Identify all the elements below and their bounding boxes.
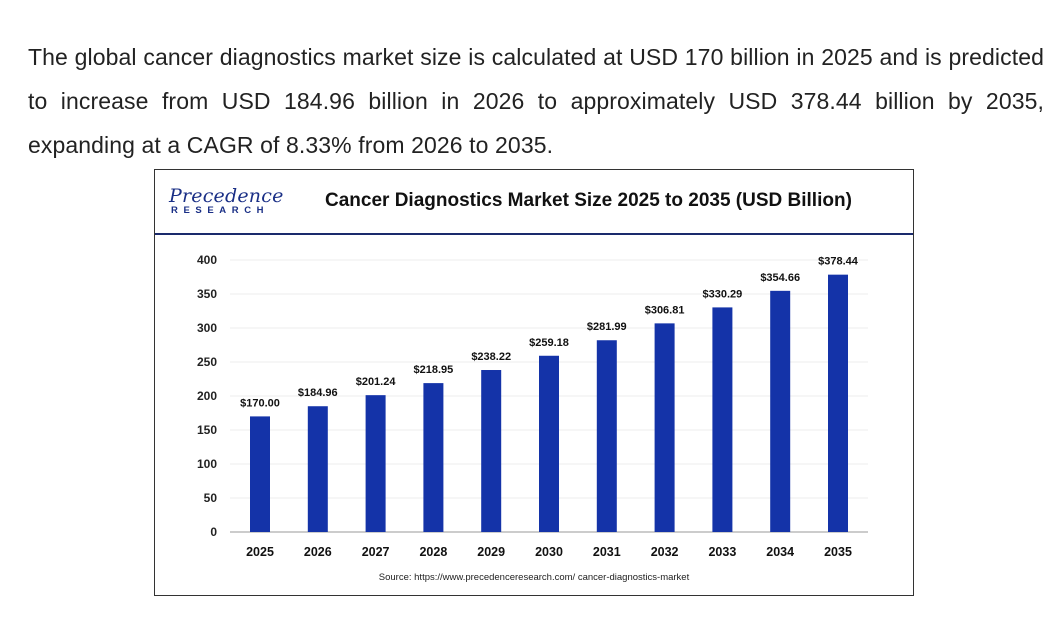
chart-header: Precedence RESEARCH Cancer Diagnostics M… bbox=[155, 170, 913, 235]
bar-data-label: $354.66 bbox=[760, 272, 800, 284]
bar-data-label: $184.96 bbox=[298, 387, 338, 399]
bar-data-label: $238.22 bbox=[471, 351, 511, 363]
bar-data-label: $259.18 bbox=[529, 337, 569, 349]
precedence-research-logo: Precedence RESEARCH bbox=[169, 186, 289, 218]
x-tick-label: 2032 bbox=[651, 545, 679, 559]
bar-data-label: $281.99 bbox=[587, 321, 627, 333]
x-tick-label: 2030 bbox=[535, 545, 563, 559]
chart-source: Source: https://www.precedenceresearch.c… bbox=[378, 572, 690, 583]
intro-paragraph: The global cancer diagnostics market siz… bbox=[28, 44, 1044, 158]
y-tick-label: 0 bbox=[210, 525, 217, 539]
y-tick-label: 100 bbox=[197, 457, 217, 471]
bar bbox=[828, 274, 848, 532]
bar-data-label: $170.00 bbox=[240, 397, 280, 409]
bar bbox=[481, 370, 502, 532]
x-tick-label: 2029 bbox=[477, 545, 505, 559]
x-tick-label: 2028 bbox=[419, 545, 447, 559]
y-tick-label: 350 bbox=[197, 287, 217, 301]
logo-wordmark: Precedence bbox=[169, 185, 284, 207]
bar bbox=[770, 290, 791, 532]
bar bbox=[596, 340, 617, 532]
chart-title: Cancer Diagnostics Market Size 2025 to 2… bbox=[325, 190, 852, 211]
y-tick-label: 250 bbox=[197, 355, 217, 369]
bar-data-label: $201.24 bbox=[356, 376, 397, 388]
x-tick-label: 2027 bbox=[362, 545, 390, 559]
bar-data-label: $306.81 bbox=[645, 304, 685, 316]
bar-data-label: $218.95 bbox=[414, 364, 454, 376]
y-tick-label: 200 bbox=[197, 389, 217, 403]
bar-data-label: $378.44 bbox=[818, 256, 859, 268]
bar bbox=[307, 406, 328, 532]
bar bbox=[250, 416, 270, 532]
bar bbox=[423, 383, 444, 532]
x-tick-label: 2034 bbox=[766, 545, 794, 559]
y-tick-label: 50 bbox=[204, 491, 218, 505]
y-tick-label: 150 bbox=[197, 423, 217, 437]
bar bbox=[654, 323, 675, 532]
x-tick-label: 2025 bbox=[246, 545, 274, 559]
x-tick-label: 2033 bbox=[708, 545, 736, 559]
chart-card: Precedence RESEARCH Cancer Diagnostics M… bbox=[154, 169, 914, 596]
y-tick-label: 300 bbox=[197, 321, 217, 335]
y-tick-label: 400 bbox=[197, 253, 217, 267]
bar bbox=[712, 307, 733, 532]
bar-chart-plot: 0 50 100 150 200 250 300 350 400 $170.00 2025 $184.… bbox=[197, 253, 868, 559]
logo-subtitle: RESEARCH bbox=[171, 205, 270, 216]
x-tick-label: 2035 bbox=[824, 545, 852, 559]
bar bbox=[365, 395, 386, 532]
x-tick-label: 2026 bbox=[304, 545, 332, 559]
bar-data-label: $330.29 bbox=[703, 288, 743, 300]
bar bbox=[539, 355, 559, 532]
x-tick-label: 2031 bbox=[593, 545, 621, 559]
